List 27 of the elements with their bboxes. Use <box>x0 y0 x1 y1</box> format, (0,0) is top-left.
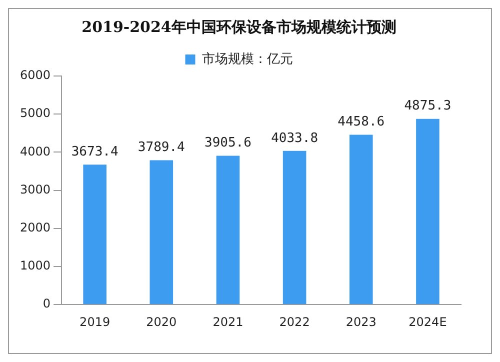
bar <box>83 164 106 304</box>
bar <box>416 118 440 304</box>
y-tick-label: 5000 <box>20 106 51 120</box>
bar <box>349 134 373 304</box>
y-tick-label: 0 <box>42 296 51 311</box>
data-label: 4033.8 <box>271 130 318 146</box>
data-label: 4875.3 <box>404 98 452 114</box>
bar <box>282 150 306 304</box>
x-tick-label: 2021 <box>212 314 244 329</box>
legend-label: 市场规模：亿元 <box>202 52 293 67</box>
y-tick-label: 4000 <box>20 144 51 158</box>
data-label: 4458.6 <box>338 114 385 130</box>
data-label: 3789.4 <box>138 140 186 156</box>
x-tick-label: 2024E <box>408 314 447 329</box>
bar <box>216 156 240 304</box>
chart-title: 2019-2024年中国环保设备市场规模统计预测 <box>82 18 396 36</box>
x-tick-label: 2019 <box>80 314 110 329</box>
x-tick-label: 2023 <box>346 314 376 329</box>
bar <box>150 160 174 304</box>
data-label: 3673.4 <box>71 144 118 160</box>
data-label: 3905.6 <box>204 136 252 151</box>
y-tick-label: 3000 <box>20 182 51 196</box>
x-tick-label: 2022 <box>279 314 310 329</box>
y-tick-label: 6000 <box>20 68 51 82</box>
x-tick-label: 2020 <box>146 314 177 329</box>
y-tick-label: 1000 <box>20 258 51 273</box>
y-tick-label: 2000 <box>20 220 51 235</box>
